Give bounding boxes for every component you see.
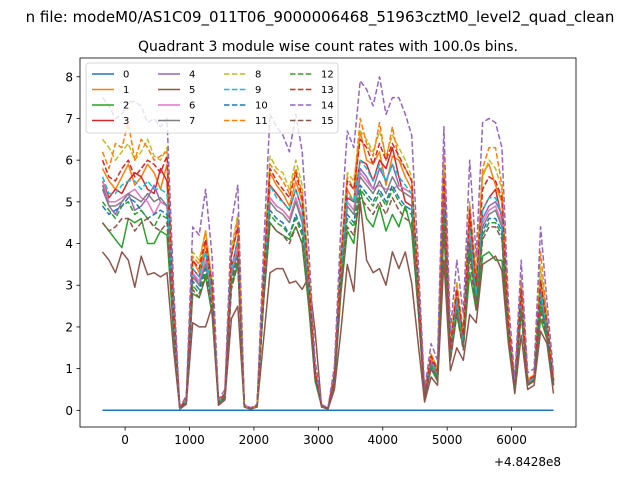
chart-title: Quadrant 3 module wise count rates with …	[138, 39, 518, 55]
y-tick-label: 8	[65, 70, 73, 84]
axes	[79, 57, 577, 428]
legend-label-3: 3	[123, 116, 129, 127]
legend-label-2: 2	[123, 101, 129, 112]
y-tick-label: 0	[65, 404, 73, 418]
x-offset-label: +4.8428e8	[494, 455, 561, 469]
legend-label-7: 7	[189, 116, 195, 127]
x-tick-label: 6000	[496, 433, 527, 447]
legend-label-8: 8	[255, 70, 261, 81]
legend-label-0: 0	[123, 70, 129, 81]
series-line-15	[101, 196, 555, 410]
legend-box	[85, 62, 339, 134]
y-tick-label: 7	[65, 112, 73, 126]
x-tick-label: 3000	[303, 433, 334, 447]
y-tick-label: 5	[65, 195, 73, 209]
x-tick-label: 4000	[367, 433, 398, 447]
legend-label-4: 4	[189, 70, 195, 81]
x-tick-label: 5000	[432, 433, 463, 447]
legend-label-5: 5	[189, 85, 195, 96]
y-tick-label: 4	[65, 237, 73, 251]
plot-area	[101, 76, 555, 412]
x-tick-label: 0	[121, 433, 129, 447]
legend-label-13: 13	[321, 85, 334, 96]
x-tick-label: 2000	[239, 433, 270, 447]
legend-label-6: 6	[189, 101, 195, 112]
legend-label-14: 14	[321, 101, 334, 112]
y-tick-label: 2	[65, 320, 73, 334]
legend-label-11: 11	[255, 116, 268, 127]
legend-label-12: 12	[321, 70, 334, 81]
axes-frame	[79, 57, 577, 428]
legend-label-9: 9	[255, 85, 261, 96]
legend-label-15: 15	[321, 116, 334, 127]
y-tick-label: 3	[65, 279, 73, 293]
y-tick-label: 1	[65, 362, 73, 376]
legend-label-1: 1	[123, 85, 129, 96]
y-tick-label: 6	[65, 154, 73, 168]
x-tick-label: 1000	[174, 433, 205, 447]
figure-suptitle: n file: modeM0/AS1C09_011T06_9000006468_…	[26, 8, 615, 27]
series-lines	[101, 76, 555, 412]
legend-label-10: 10	[255, 101, 268, 112]
